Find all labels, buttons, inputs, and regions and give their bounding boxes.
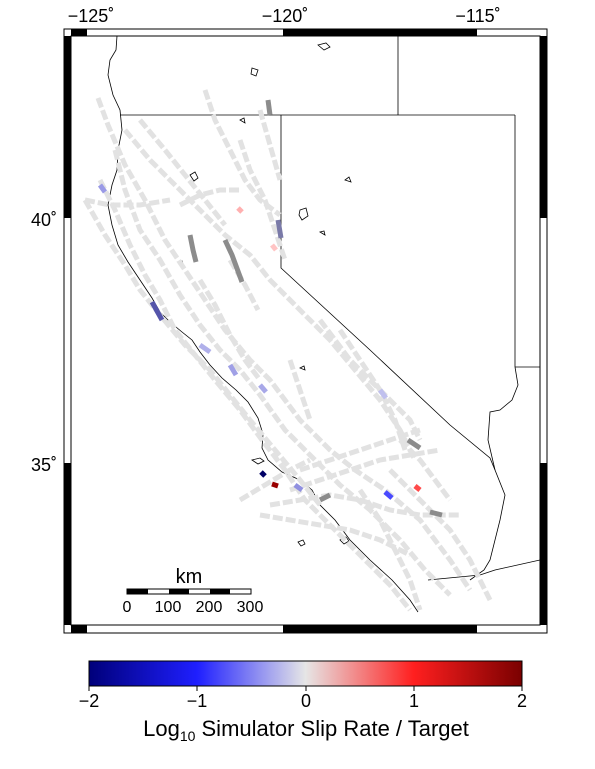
colorbar-tick-neg1: −1: [187, 691, 208, 711]
lon-label-125: −125˚: [68, 6, 115, 26]
scalebar-tick-200: 200: [196, 599, 223, 616]
colorbar-gradient: [88, 660, 523, 687]
scalebar-tick-300: 300: [237, 599, 264, 616]
colorbar-tick-2: 2: [517, 691, 527, 711]
colorbar-tick-1: 1: [409, 691, 419, 711]
colorbar-title-subscript: 10: [180, 728, 196, 744]
colorbar-tick-neg2: −2: [79, 691, 100, 711]
scalebar-unit: km: [176, 566, 203, 588]
fault-traces: [82, 89, 493, 612]
lat-label-35: 35˚: [31, 455, 57, 475]
scalebar: [126, 588, 252, 595]
lon-label-115: −115˚: [455, 6, 500, 26]
colorbar-title-main: Log: [143, 716, 180, 741]
scalebar-tick-0: 0: [123, 599, 132, 616]
colorbar: [88, 660, 523, 691]
map-frame: [63, 28, 548, 634]
scalebar-tick-100: 100: [155, 599, 182, 616]
colorbar-title-rest: Simulator Slip Rate / Target: [195, 716, 469, 741]
lat-label-40: 40˚: [31, 210, 57, 230]
colorbar-tick-0: 0: [301, 691, 311, 711]
lon-label-120: −120˚: [262, 6, 309, 26]
fault-highlights: [97, 99, 443, 518]
colorbar-title: Log10 Simulator Slip Rate / Target: [143, 716, 469, 744]
